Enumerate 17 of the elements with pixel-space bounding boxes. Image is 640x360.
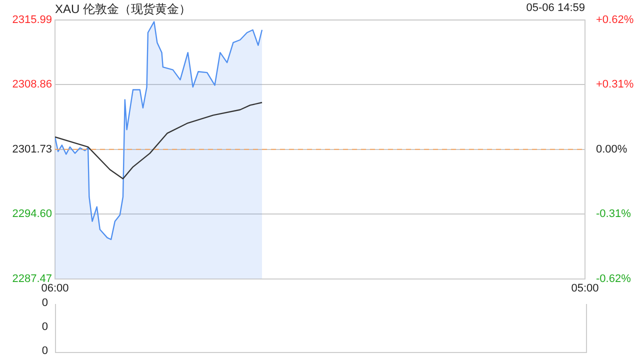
y-tick-label: 2294.60 [12,208,52,220]
text: 0 [42,321,48,333]
x-tick-label: 06:00 [41,282,69,294]
y-tick-label: 2301.73 [12,143,52,156]
y2-tick-label: +0.62% [596,14,634,26]
y2-tick-label: +0.31% [596,78,634,91]
y2-tick-label: 0.00% [596,143,628,156]
text: 0 [42,345,48,357]
y-tick-label: 2308.86 [12,78,52,91]
y2-tick-label: -0.31% [596,208,632,220]
x-tick-label: 05:00 [571,282,599,294]
y-tick-label: 2287.47 [12,272,52,285]
chart-title: XAU 伦敦金（现货黄金） [55,1,192,18]
text: 05-06 14:59 [526,2,585,14]
y-tick-label: 2315.99 [12,14,52,26]
y2-tick-label: -0.62% [596,272,632,285]
text: 0 [42,297,48,309]
